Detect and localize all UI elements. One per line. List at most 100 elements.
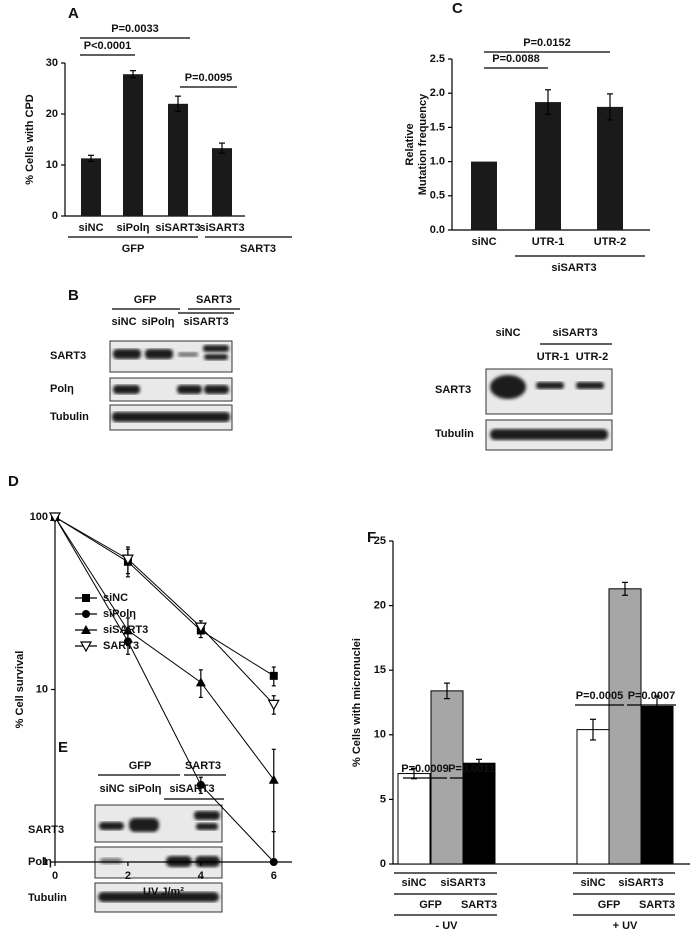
y-tick-label: 10 bbox=[46, 159, 58, 171]
x-tick-label: siSART3 bbox=[155, 222, 200, 234]
x-tick-label: UTR-1 bbox=[532, 236, 564, 248]
p-value: P=0.0088 bbox=[492, 53, 539, 65]
x-tick-label: UTR-2 bbox=[594, 236, 626, 248]
sirna-label: siSART3 bbox=[440, 877, 485, 889]
row-label: Polη bbox=[28, 856, 52, 868]
y-tick-label: 1.5 bbox=[430, 121, 445, 133]
band bbox=[490, 429, 608, 440]
y-tick-label: 100 bbox=[30, 511, 48, 523]
x-tick-label: 6 bbox=[271, 870, 277, 882]
point bbox=[267, 699, 280, 711]
band bbox=[129, 818, 159, 832]
band bbox=[177, 385, 202, 394]
row-label: Polη bbox=[50, 383, 74, 395]
p-value: P=0.0095 bbox=[185, 72, 232, 84]
row-label: SART3 bbox=[435, 384, 471, 396]
series-line bbox=[54, 516, 275, 705]
y-tick-label: 30 bbox=[46, 57, 58, 69]
bar bbox=[123, 74, 143, 216]
y-tick-label: 5 bbox=[380, 793, 386, 805]
y-tick-label: 0.5 bbox=[430, 190, 445, 202]
lane-label: siSART3 bbox=[183, 316, 228, 328]
row-label: SART3 bbox=[50, 350, 86, 362]
band bbox=[194, 811, 220, 820]
band bbox=[490, 375, 526, 399]
series-line bbox=[54, 516, 275, 780]
y-tick-label: 0 bbox=[380, 858, 386, 870]
band bbox=[203, 345, 229, 352]
band bbox=[99, 822, 124, 830]
row-label: SART3 bbox=[28, 824, 64, 836]
y-tick-label: 1.0 bbox=[430, 156, 445, 168]
panel-letter: F bbox=[367, 529, 376, 546]
y-tick-label: 15 bbox=[374, 664, 386, 676]
point bbox=[195, 677, 206, 687]
band bbox=[113, 349, 141, 359]
x-axis-label: UV J/m² bbox=[143, 886, 184, 898]
band bbox=[204, 354, 228, 360]
band bbox=[98, 892, 219, 902]
group-label: - UV bbox=[436, 920, 459, 932]
band bbox=[145, 349, 173, 359]
bar bbox=[81, 158, 101, 216]
blot: GFP SART3 siNC siPolη siSART3 SART3 Polη… bbox=[28, 760, 226, 913]
y-tick-label: 1 bbox=[42, 856, 48, 868]
legend-marker bbox=[81, 625, 91, 634]
bar bbox=[471, 161, 497, 230]
row-label: Tubulin bbox=[50, 411, 89, 423]
bar bbox=[640, 705, 674, 865]
legend-marker bbox=[79, 641, 93, 653]
bar bbox=[212, 148, 232, 216]
p-value: P=0.0033 bbox=[111, 23, 158, 35]
y-tick-label: 0.0 bbox=[430, 224, 445, 236]
series-line bbox=[54, 516, 275, 677]
point bbox=[121, 554, 134, 566]
group-label: siSART3 bbox=[551, 262, 596, 274]
bar bbox=[576, 729, 610, 865]
point bbox=[48, 512, 62, 524]
sirna-label: siNC bbox=[580, 877, 605, 889]
blot: siNC siSART3 UTR-1 UTR-2 SART3 Tubulin bbox=[435, 327, 613, 451]
legend-label: SART3 bbox=[103, 640, 139, 652]
blot-header: SART3 bbox=[196, 294, 232, 306]
lane-label: siNC bbox=[99, 783, 124, 795]
y-tick-label: 20 bbox=[374, 600, 386, 612]
series-line bbox=[54, 516, 275, 863]
lane-label: UTR-2 bbox=[576, 351, 608, 363]
band bbox=[196, 823, 218, 830]
y-tick-label: 10 bbox=[374, 729, 386, 741]
x-tick-label: siSART3 bbox=[199, 222, 244, 234]
bar bbox=[608, 588, 642, 865]
y-tick-label: 2.0 bbox=[430, 87, 445, 99]
bar bbox=[462, 762, 496, 865]
point bbox=[268, 774, 279, 784]
band bbox=[112, 412, 230, 422]
point bbox=[269, 671, 278, 680]
y-axis-label: % Cells with CPD bbox=[24, 94, 36, 185]
y-axis-label: Mutation frequency bbox=[417, 93, 429, 195]
x-tick-label: 4 bbox=[198, 870, 205, 882]
blot-header: siNC bbox=[495, 327, 520, 339]
p-value: P=0.0005 bbox=[576, 690, 623, 702]
y-tick-label: 0 bbox=[52, 210, 58, 222]
point bbox=[194, 622, 207, 634]
row-label: Tubulin bbox=[435, 428, 474, 440]
legend-marker bbox=[82, 594, 90, 602]
y-tick-label: 2.5 bbox=[430, 53, 445, 65]
panel-letter: B bbox=[68, 287, 79, 304]
panel-letter: C bbox=[452, 0, 463, 17]
band bbox=[178, 352, 198, 357]
construct-label: SART3 bbox=[461, 899, 497, 911]
blot-header: GFP bbox=[134, 294, 157, 306]
y-axis-label: % Cell survival bbox=[14, 651, 26, 729]
y-tick-label: 20 bbox=[46, 108, 58, 120]
x-tick-label: 0 bbox=[52, 870, 58, 882]
legend-marker bbox=[82, 610, 90, 618]
lane-label: siPolη bbox=[128, 783, 161, 795]
y-axis-label: % Cells with micronuclei bbox=[351, 638, 363, 767]
bar bbox=[597, 106, 623, 230]
p-value: P=0.0152 bbox=[523, 37, 570, 49]
sirna-label: siSART3 bbox=[618, 877, 663, 889]
group-label: GFP bbox=[122, 243, 145, 255]
